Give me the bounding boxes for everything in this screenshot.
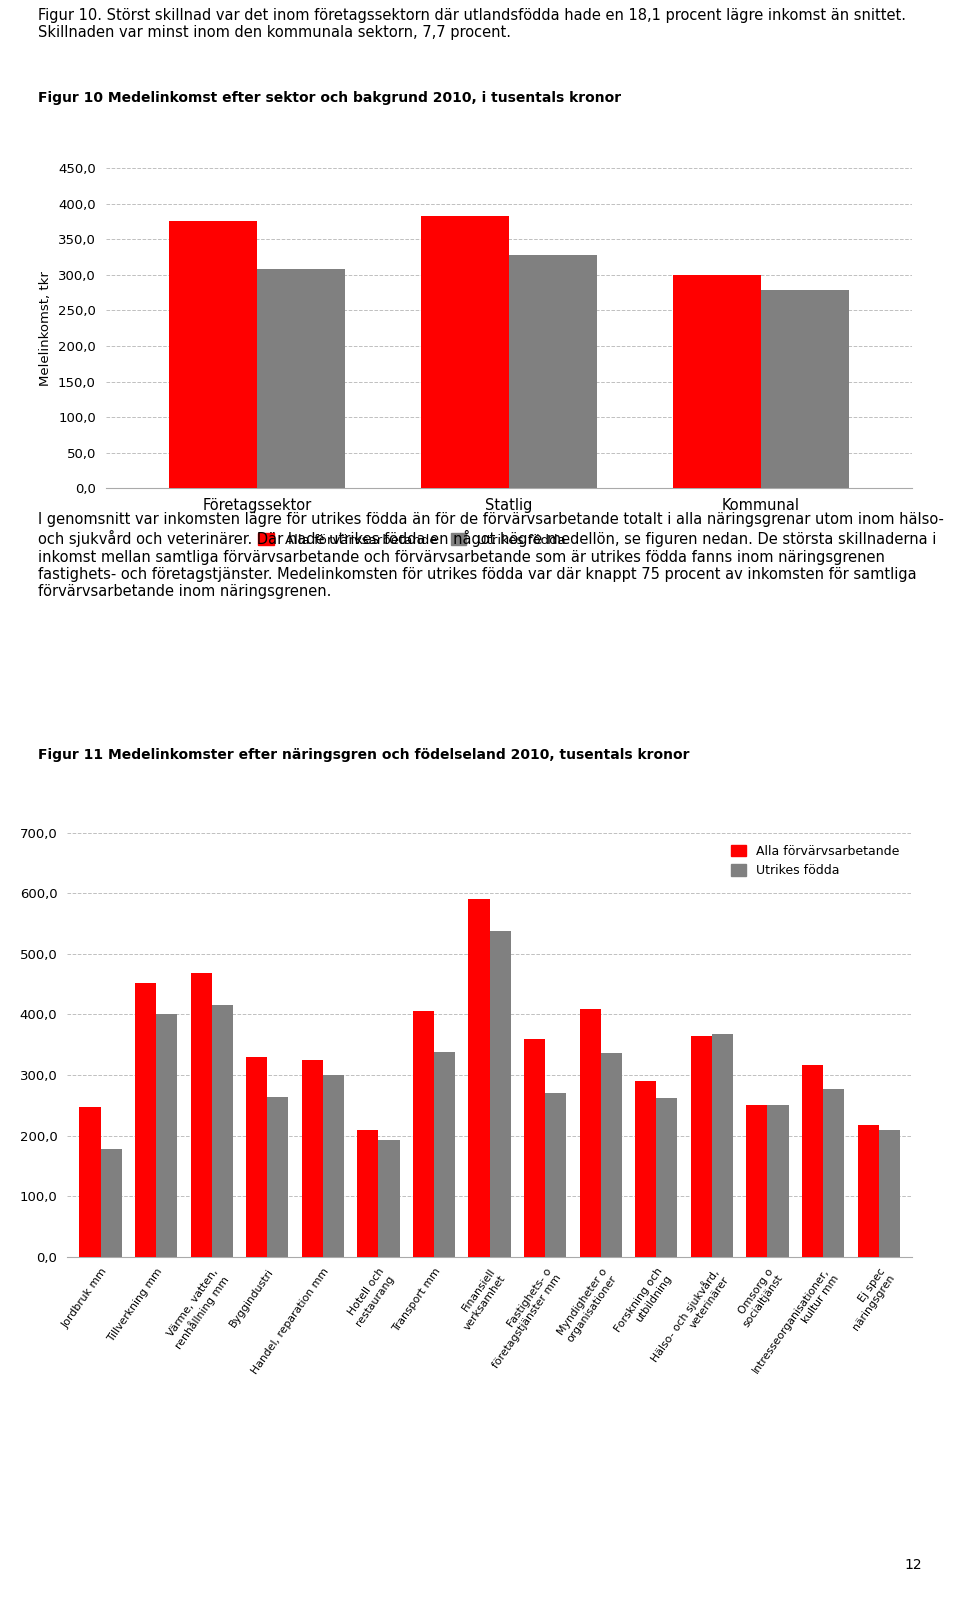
Bar bbox=[246, 1057, 267, 1257]
Bar bbox=[420, 216, 509, 488]
Bar bbox=[256, 269, 345, 488]
Text: Figur 10. Störst skillnad var det inom företagssektorn där utlandsfödda hade en : Figur 10. Störst skillnad var det inom f… bbox=[38, 8, 906, 40]
Bar bbox=[135, 983, 156, 1257]
Bar bbox=[434, 1052, 455, 1257]
Bar bbox=[802, 1065, 823, 1257]
Bar bbox=[823, 1089, 844, 1257]
Bar bbox=[101, 1150, 122, 1257]
Bar bbox=[857, 1124, 878, 1257]
Bar bbox=[524, 1039, 545, 1257]
Bar bbox=[169, 221, 256, 488]
Bar bbox=[468, 900, 490, 1257]
Bar bbox=[301, 1060, 323, 1257]
Bar bbox=[490, 932, 511, 1257]
Bar bbox=[580, 1010, 601, 1257]
Bar bbox=[323, 1074, 344, 1257]
Bar bbox=[80, 1106, 101, 1257]
Text: Figur 10 Medelinkomst efter sektor och bakgrund 2010, i tusentals kronor: Figur 10 Medelinkomst efter sektor och b… bbox=[38, 91, 621, 106]
Text: 12: 12 bbox=[904, 1558, 922, 1572]
Bar bbox=[545, 1093, 566, 1257]
Bar bbox=[657, 1098, 678, 1257]
Bar bbox=[636, 1081, 657, 1257]
Bar bbox=[413, 1012, 434, 1257]
Bar bbox=[212, 1005, 233, 1257]
Bar bbox=[191, 973, 212, 1257]
Bar bbox=[760, 290, 849, 488]
Legend: Alla förvärvsarbetande, Utrikes födda: Alla förvärvsarbetande, Utrikes födda bbox=[253, 528, 571, 552]
Bar bbox=[378, 1140, 399, 1257]
Bar bbox=[767, 1105, 788, 1257]
Bar bbox=[673, 275, 760, 488]
Legend: Alla förvärvsarbetande, Utrikes födda: Alla förvärvsarbetande, Utrikes födda bbox=[725, 839, 905, 884]
Bar bbox=[601, 1052, 622, 1257]
Bar bbox=[357, 1130, 378, 1257]
Bar bbox=[746, 1105, 767, 1257]
Bar bbox=[156, 1015, 178, 1257]
Text: I genomsnitt var inkomsten lägre för utrikes födda än för de förvärvsarbetande t: I genomsnitt var inkomsten lägre för utr… bbox=[38, 512, 945, 599]
Bar bbox=[267, 1097, 288, 1257]
Bar bbox=[691, 1036, 712, 1257]
Text: Figur 11 Medelinkomster efter näringsgren och födelseland 2010, tusentals kronor: Figur 11 Medelinkomster efter näringsgre… bbox=[38, 748, 690, 762]
Bar bbox=[509, 255, 597, 488]
Y-axis label: Melelinkomst, tkr: Melelinkomst, tkr bbox=[39, 271, 53, 386]
Bar bbox=[878, 1130, 900, 1257]
Bar bbox=[712, 1034, 733, 1257]
